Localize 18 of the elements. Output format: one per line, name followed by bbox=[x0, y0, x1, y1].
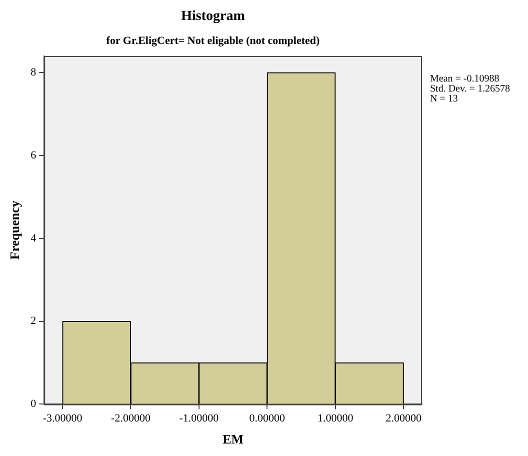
y-tick-label: 2 bbox=[30, 315, 36, 328]
chart-subtitle: for Gr.EligCert= Not eligable (not completed) bbox=[106, 35, 320, 48]
x-tick-label: 0.00000 bbox=[249, 412, 286, 425]
chart-title: Histogram bbox=[181, 9, 246, 24]
x-tick-label: -3.00000 bbox=[42, 412, 83, 425]
y-tick-label: 4 bbox=[30, 232, 37, 244]
x-axis-title: EM bbox=[222, 432, 244, 447]
text: Std. Dev. = 1.26578 bbox=[430, 84, 510, 95]
x-tick-label: -2.00000 bbox=[111, 412, 151, 425]
text: N = 13 bbox=[430, 94, 458, 105]
y-tick-label: 6 bbox=[30, 149, 37, 162]
x-tick-label: 1.00000 bbox=[317, 412, 354, 425]
x-tick-label: 2.00000 bbox=[386, 412, 422, 425]
y-axis-title: Frequency bbox=[7, 200, 22, 260]
text: Mean = -0.10988 bbox=[430, 74, 500, 85]
y-tick-label: 8 bbox=[30, 66, 37, 78]
x-tick-label: -1.00000 bbox=[179, 412, 220, 425]
y-tick-label: 0 bbox=[30, 398, 37, 410]
